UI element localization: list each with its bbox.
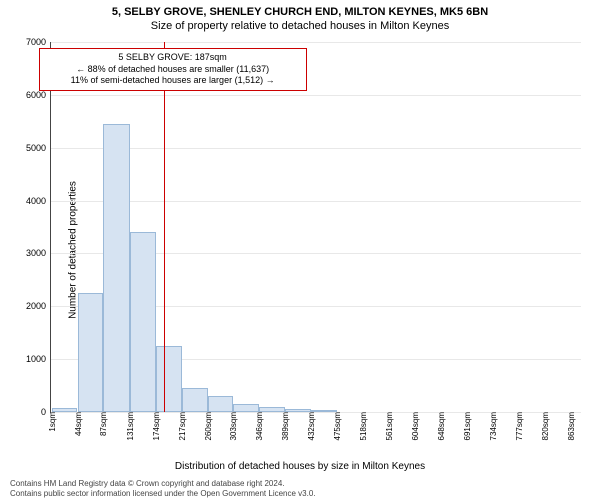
annotation-line1: 5 SELBY GROVE: 187sqm bbox=[48, 52, 298, 64]
histogram-bar bbox=[156, 346, 182, 412]
histogram-bar bbox=[78, 293, 104, 412]
y-tick-label: 7000 bbox=[26, 37, 51, 47]
x-tick-label: 432sqm bbox=[307, 412, 316, 440]
x-tick-label: 44sqm bbox=[74, 412, 83, 436]
x-tick-label: 518sqm bbox=[359, 412, 368, 440]
reference-line bbox=[164, 42, 165, 412]
footer-copyright-1: Contains HM Land Registry data © Crown c… bbox=[10, 479, 285, 488]
gridline bbox=[51, 148, 581, 149]
histogram-bar bbox=[130, 232, 156, 412]
x-tick-label: 260sqm bbox=[204, 412, 213, 440]
gridline bbox=[51, 42, 581, 43]
y-tick-label: 4000 bbox=[26, 196, 51, 206]
chart-container: 5, SELBY GROVE, SHENLEY CHURCH END, MILT… bbox=[0, 0, 600, 500]
histogram-bar bbox=[208, 396, 234, 412]
y-tick-label: 5000 bbox=[26, 143, 51, 153]
x-tick-label: 303sqm bbox=[229, 412, 238, 440]
x-tick-label: 777sqm bbox=[515, 412, 524, 440]
annotation-line2: ← 88% of detached houses are smaller (11… bbox=[48, 64, 298, 76]
x-tick-label: 561sqm bbox=[385, 412, 394, 440]
y-tick-label: 6000 bbox=[26, 90, 51, 100]
x-tick-label: 734sqm bbox=[489, 412, 498, 440]
x-tick-label: 604sqm bbox=[411, 412, 420, 440]
x-tick-label: 1sqm bbox=[48, 412, 57, 432]
x-tick-label: 131sqm bbox=[126, 412, 135, 440]
y-tick-label: 3000 bbox=[26, 248, 51, 258]
chart-title-address: 5, SELBY GROVE, SHENLEY CHURCH END, MILT… bbox=[0, 0, 600, 18]
x-tick-label: 87sqm bbox=[99, 412, 108, 436]
annotation-line3: 11% of semi-detached houses are larger (… bbox=[48, 75, 298, 87]
gridline bbox=[51, 201, 581, 202]
plot-area: 5 SELBY GROVE: 187sqm ← 88% of detached … bbox=[50, 42, 581, 413]
x-tick-label: 217sqm bbox=[178, 412, 187, 440]
x-tick-label: 346sqm bbox=[255, 412, 264, 440]
x-tick-label: 389sqm bbox=[281, 412, 290, 440]
x-tick-label: 820sqm bbox=[541, 412, 550, 440]
x-tick-label: 691sqm bbox=[463, 412, 472, 440]
x-axis-label: Distribution of detached houses by size … bbox=[175, 461, 425, 472]
chart-subtitle: Size of property relative to detached ho… bbox=[0, 18, 600, 32]
footer-copyright-2: Contains public sector information licen… bbox=[10, 489, 316, 498]
gridline bbox=[51, 95, 581, 96]
histogram-bar bbox=[233, 404, 259, 412]
y-tick-label: 1000 bbox=[26, 354, 51, 364]
y-tick-label: 2000 bbox=[26, 301, 51, 311]
histogram-bar bbox=[182, 388, 208, 412]
x-tick-label: 475sqm bbox=[333, 412, 342, 440]
x-tick-label: 174sqm bbox=[152, 412, 161, 440]
annotation-box: 5 SELBY GROVE: 187sqm ← 88% of detached … bbox=[39, 48, 307, 91]
x-tick-label: 863sqm bbox=[567, 412, 576, 440]
histogram-bar bbox=[103, 124, 130, 412]
x-tick-label: 648sqm bbox=[437, 412, 446, 440]
